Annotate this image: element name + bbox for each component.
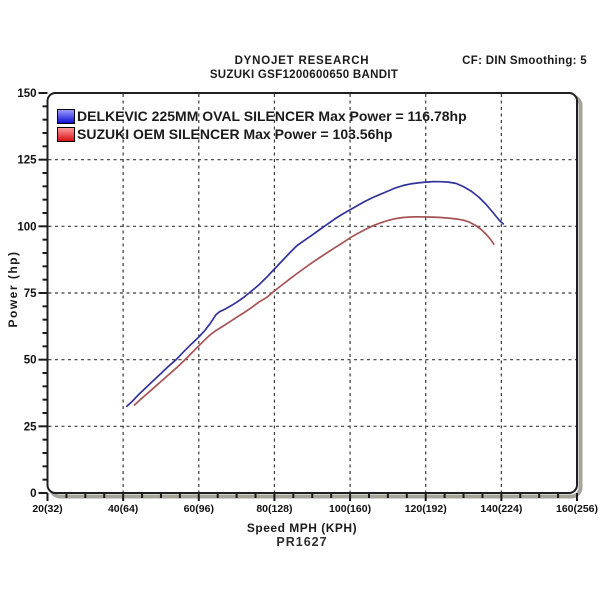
suzuki-oem-series-swatch — [57, 126, 75, 142]
y-tick-label: 100 — [17, 221, 36, 233]
x-tick-label: 100(160) — [329, 503, 371, 515]
legend-item-delkevic: DELKEVIC 225MM OVAL SILENCER Max Power =… — [57, 107, 467, 125]
x-tick-label: 60(96) — [184, 503, 214, 515]
legend-item-suzuki-oem: SUZUKI OEM SILENCER Max Power = 103.56hp — [57, 125, 467, 143]
x-tick-label: 160(256) — [556, 503, 598, 515]
x-axis-title: Speed MPH (KPH) — [246, 521, 358, 535]
y-tick-label: 0 — [30, 488, 36, 500]
x-tick-label: 40(64) — [108, 503, 138, 515]
report-brand-title: DYNOJET RESEARCH — [234, 55, 370, 67]
x-tick-label: 120(192) — [405, 503, 447, 515]
delkevic-series-label: DELKEVIC 225MM OVAL SILENCER Max Power =… — [77, 108, 467, 124]
y-axis-title: Power (hp) — [6, 250, 20, 328]
y-tick-label: 25 — [24, 421, 37, 433]
y-tick-label: 75 — [24, 288, 37, 300]
suzuki-oem-series-label: SUZUKI OEM SILENCER Max Power = 103.56hp — [77, 126, 393, 142]
x-tick-label: 140(224) — [480, 503, 522, 515]
run-code-label: PR1627 — [276, 535, 328, 549]
power-curve-suzuki-oem — [133, 215, 495, 406]
x-tick-label: 20(32) — [32, 503, 62, 515]
y-tick-label: 50 — [24, 355, 37, 367]
y-tick-label: 150 — [17, 88, 36, 100]
x-tick-label: 80(128) — [256, 503, 292, 515]
power-curve-delkevic — [126, 180, 505, 408]
correction-smoothing-label: CF: DIN Smoothing: 5 — [462, 55, 587, 67]
y-tick-label: 125 — [17, 155, 37, 167]
report-vehicle-title: SUZUKI GSF1200600650 BANDIT — [209, 69, 399, 81]
delkevic-series-swatch — [57, 108, 75, 124]
chart-legend: DELKEVIC 225MM OVAL SILENCER Max Power =… — [57, 107, 467, 143]
